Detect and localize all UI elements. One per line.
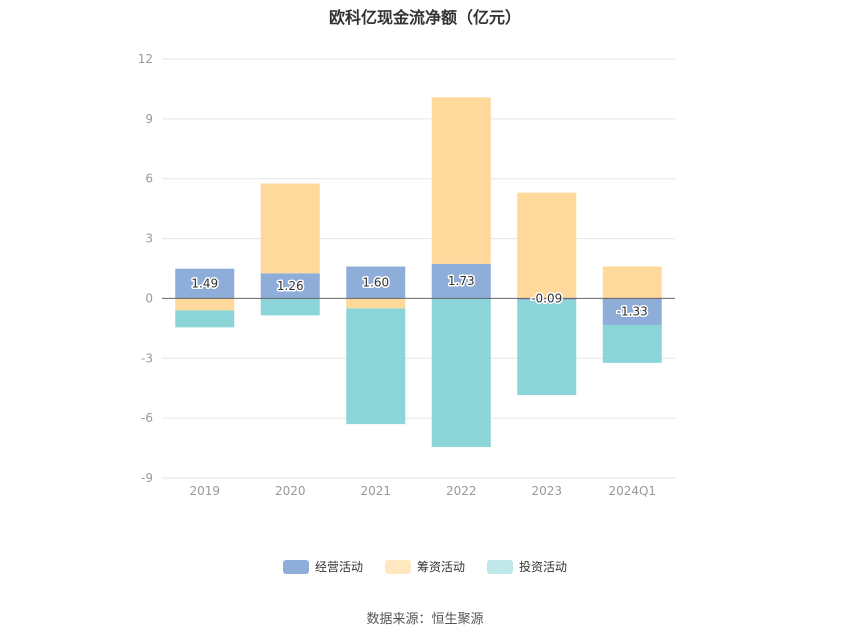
bar-investing [431,298,491,448]
bar-financing [175,298,235,311]
legend-item-operating[interactable]: 经营活动 [282,558,363,575]
legend-label-investing: 投资活动 [519,560,568,574]
legend-label-operating: 经营活动 [314,560,363,574]
legend-swatch-financing [384,559,411,574]
y-tick-label: -6 [141,411,153,425]
data-label: 1.49 [191,277,218,291]
data-label: 1.73 [448,274,475,288]
y-axis-ticks: -9 -6 -3 0 3 6 9 12 [138,52,153,485]
chart-title: 欧科亿现金流净额（亿元） [328,8,521,27]
x-axis-ticks: 2019 2020 2021 2022 2023 2024Q1 [189,484,656,498]
legend-label-financing: 筹资活动 [416,560,465,574]
bar-financing [517,192,577,299]
bar-investing [175,310,235,328]
bar-investing [260,298,320,316]
data-source: 数据来源：恒生聚源 [366,612,484,627]
legend-swatch-investing [487,559,513,574]
bar-financing [431,97,491,264]
x-tick-label: 2020 [275,484,306,498]
x-tick-label: 2024Q1 [608,484,656,498]
bar-operating [175,268,235,299]
bar-operating [260,273,320,299]
bar-operating [602,298,662,325]
legend-item-financing[interactable]: 筹资活动 [384,558,465,575]
y-tick-label: -9 [141,471,153,485]
data-label: -1.33 [617,305,648,319]
legend: 经营活动 筹资活动 投资活动 [0,558,850,575]
bar-investing [602,324,662,363]
bar-investing [346,308,406,425]
bar-operating [346,266,406,299]
bar-financing [260,183,320,274]
y-tick-label: 3 [145,232,153,246]
bar-operating [517,298,577,301]
data-label: 1.60 [362,275,389,289]
y-tick-label: 6 [145,172,153,186]
y-tick-label: 12 [138,52,153,66]
grid-lines [162,58,675,479]
y-tick-label: 9 [145,112,153,126]
data-labels: 1.49 1.26 1.60 1.73 -0.09 -1.33 [190,273,649,321]
legend-swatch-operating [282,559,309,574]
bar-financing [602,266,662,299]
x-tick-label: 2021 [360,484,391,498]
bar-investing [517,300,577,395]
x-tick-label: 2019 [189,484,220,498]
y-tick-label: -3 [141,351,153,365]
x-tick-label: 2023 [531,484,562,498]
bars [175,97,662,448]
bar-operating [431,263,491,299]
x-tick-label: 2022 [446,484,477,498]
data-label: 1.26 [277,279,304,293]
data-label: -0.09 [531,291,562,305]
legend-item-investing[interactable]: 投资活动 [487,558,567,575]
bar-financing [346,298,406,309]
y-tick-label: 0 [145,291,153,305]
